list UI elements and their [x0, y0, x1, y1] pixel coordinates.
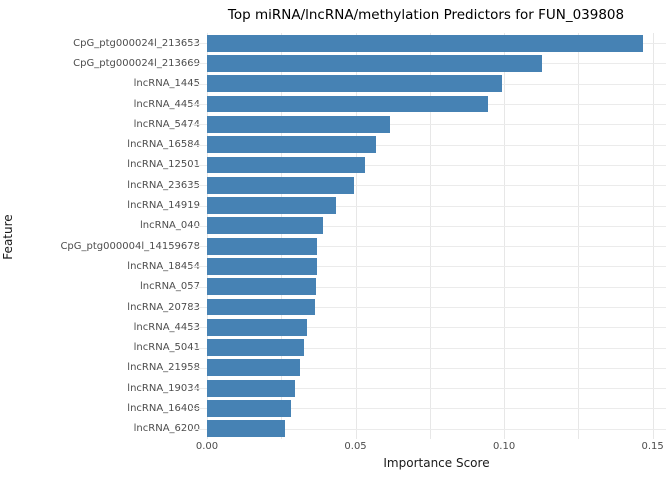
bar-row: [192, 155, 666, 175]
bar: [207, 197, 336, 214]
vertical-gridline: [281, 33, 283, 439]
bar-row: [192, 317, 666, 337]
horizontal-gridline: [192, 347, 666, 349]
bar-row: [192, 419, 666, 439]
bar-row: [192, 33, 666, 53]
bar-rows: [192, 33, 666, 439]
bar: [207, 34, 643, 52]
vertical-gridline: [578, 33, 580, 439]
bar-row: [192, 277, 666, 297]
horizontal-gridline: [192, 307, 666, 308]
horizontal-gridline: [192, 266, 666, 268]
bar: [207, 95, 489, 113]
y-tick-label: lncRNA_16406: [127, 402, 200, 414]
bar-row: [192, 398, 666, 418]
x-axis-label: Importance Score: [383, 456, 490, 470]
horizontal-gridline: [192, 428, 666, 430]
y-tick-label: lncRNA_21958: [127, 362, 200, 374]
horizontal-gridline: [192, 124, 666, 126]
bar-row: [192, 378, 666, 398]
bar: [207, 420, 286, 438]
bar: [207, 339, 304, 357]
bar: [207, 156, 365, 174]
bar: [207, 176, 354, 194]
bar: [207, 379, 296, 397]
bar-row: [192, 114, 666, 134]
y-tick-label: lncRNA_4453: [133, 321, 200, 333]
horizontal-gridline: [192, 367, 666, 369]
y-tick-label: lncRNA_14919: [127, 200, 200, 212]
horizontal-gridline: [192, 144, 666, 146]
horizontal-gridline: [192, 164, 666, 166]
bar-row: [192, 358, 666, 378]
bar-row: [192, 134, 666, 154]
vertical-gridline: [207, 33, 208, 439]
y-tick-label: lncRNA_4454: [133, 98, 200, 110]
horizontal-gridline: [192, 246, 666, 248]
bar-row: [192, 195, 666, 215]
y-tick-label: lncRNA_057: [140, 281, 200, 293]
bar: [207, 318, 308, 336]
y-tick-label: CpG_ptg000024l_213669: [73, 57, 200, 69]
x-tick-label: 0.15: [641, 441, 664, 452]
y-tick-label: CpG_ptg000004l_14159678: [60, 240, 200, 252]
vertical-gridline: [429, 33, 431, 439]
plot-area: [192, 33, 666, 439]
vertical-gridline: [652, 33, 654, 439]
x-tick-label: 0.05: [344, 441, 367, 452]
bar: [207, 257, 317, 275]
bar-row: [192, 94, 666, 114]
bar-row: [192, 256, 666, 276]
y-tick-label: lncRNA_20783: [127, 301, 200, 313]
horizontal-gridline: [192, 388, 666, 390]
y-tick-label: lncRNA_6200: [133, 423, 200, 435]
bar: [207, 217, 323, 235]
chart-title: Top miRNA/lncRNA/methylation Predictors …: [227, 7, 625, 23]
bar-row: [192, 216, 666, 236]
horizontal-gridline: [192, 286, 666, 288]
y-tick-label: lncRNA_18454: [127, 260, 200, 272]
y-tick-label: lncRNA_1445: [133, 78, 200, 90]
horizontal-gridline: [192, 408, 666, 410]
bar-row: [192, 297, 666, 317]
x-tick-labels: 0.00 0.05 0.10 0.15: [196, 441, 666, 454]
horizontal-gridline: [192, 327, 666, 329]
bar: [207, 298, 315, 316]
bar: [207, 115, 390, 133]
y-tick-label: lncRNA_12501: [127, 159, 200, 171]
y-tick-label: lncRNA_23635: [127, 179, 200, 191]
bar-row: [192, 175, 666, 195]
x-tick-label: 0.10: [492, 441, 516, 452]
bar: [207, 75, 503, 93]
vertical-gridline: [355, 33, 357, 439]
y-tick-label: lncRNA_5474: [133, 118, 200, 130]
horizontal-gridline: [192, 205, 666, 207]
bar: [207, 55, 542, 72]
y-tick-label: lncRNA_19034: [127, 382, 200, 394]
y-tick-label: lncRNA_5041: [133, 342, 200, 354]
y-tick-label: lncRNA_040: [140, 220, 200, 232]
x-tick-label: 0.00: [195, 441, 219, 452]
y-tick-label: lncRNA_16584: [127, 139, 200, 151]
bar-row: [192, 53, 666, 73]
bar: [207, 359, 301, 377]
horizontal-gridline: [192, 185, 666, 187]
bar: [207, 136, 376, 154]
y-tick-labels: CpG_ptg000024l_213653 CpG_ptg000024l_2136…: [0, 33, 200, 439]
bar-row: [192, 74, 666, 94]
vertical-gridline: [504, 33, 506, 439]
bar-row: [192, 337, 666, 357]
horizontal-gridline: [192, 225, 666, 227]
y-tick-label: CpG_ptg000024l_213653: [73, 37, 200, 49]
bar: [207, 278, 316, 296]
bar-row: [192, 236, 666, 256]
bar: [207, 400, 292, 417]
bar: [207, 237, 317, 255]
